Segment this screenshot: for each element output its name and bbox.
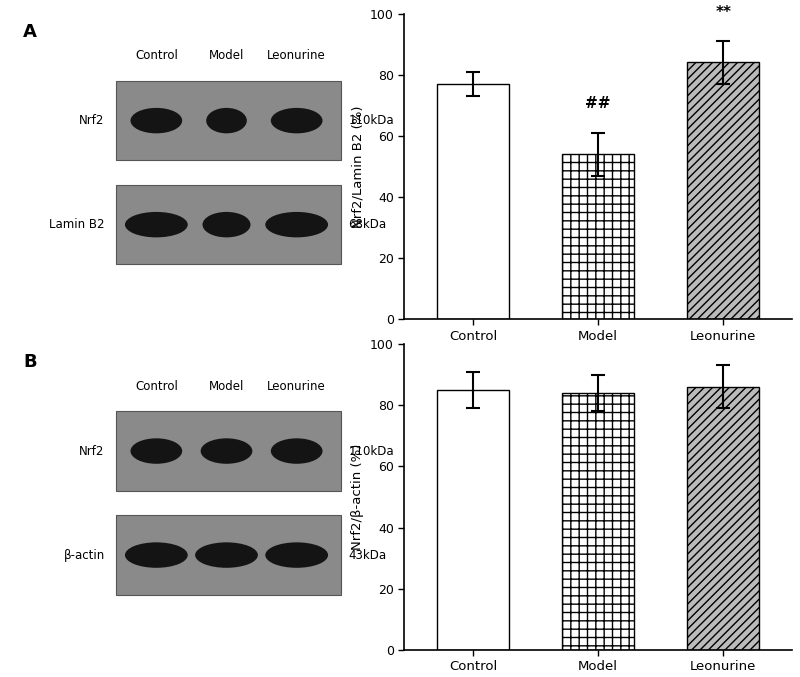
Bar — [562, 393, 634, 650]
Ellipse shape — [206, 108, 247, 133]
Bar — [437, 390, 510, 650]
Bar — [116, 185, 341, 265]
Text: Nrf2: Nrf2 — [79, 114, 105, 127]
Text: Model: Model — [209, 380, 244, 393]
Bar — [687, 62, 759, 320]
Bar — [687, 387, 759, 650]
Ellipse shape — [271, 438, 322, 464]
Text: 110kDa: 110kDa — [348, 445, 394, 458]
Text: Lamin B2: Lamin B2 — [49, 218, 105, 231]
Text: B: B — [23, 353, 37, 371]
Ellipse shape — [130, 438, 182, 464]
Ellipse shape — [125, 542, 188, 568]
Text: 43kDa: 43kDa — [348, 548, 386, 562]
Bar — [437, 84, 510, 320]
Text: ##: ## — [586, 96, 611, 112]
Ellipse shape — [195, 542, 258, 568]
Ellipse shape — [130, 108, 182, 133]
Text: **: ** — [715, 5, 731, 20]
Text: 110kDa: 110kDa — [348, 114, 394, 127]
Ellipse shape — [271, 108, 322, 133]
Text: Control: Control — [135, 49, 178, 62]
Ellipse shape — [201, 438, 252, 464]
Text: A: A — [23, 23, 38, 41]
Y-axis label: Nrf2/β-actin (%): Nrf2/β-actin (%) — [351, 443, 364, 550]
Ellipse shape — [266, 212, 328, 238]
Bar — [562, 154, 634, 320]
Text: Leonurine: Leonurine — [267, 380, 326, 393]
Text: 68kDa: 68kDa — [348, 218, 386, 231]
Ellipse shape — [202, 212, 250, 238]
Bar — [116, 81, 341, 160]
Ellipse shape — [125, 212, 188, 238]
Text: Leonurine: Leonurine — [267, 49, 326, 62]
Bar — [116, 411, 341, 491]
Bar — [116, 515, 341, 595]
Text: Nrf2: Nrf2 — [79, 445, 105, 458]
Y-axis label: Nrf2/Lamin B2 (%): Nrf2/Lamin B2 (%) — [351, 105, 364, 227]
Text: Model: Model — [209, 49, 244, 62]
Text: β-actin: β-actin — [63, 548, 105, 562]
Ellipse shape — [266, 542, 328, 568]
Text: Control: Control — [135, 380, 178, 393]
